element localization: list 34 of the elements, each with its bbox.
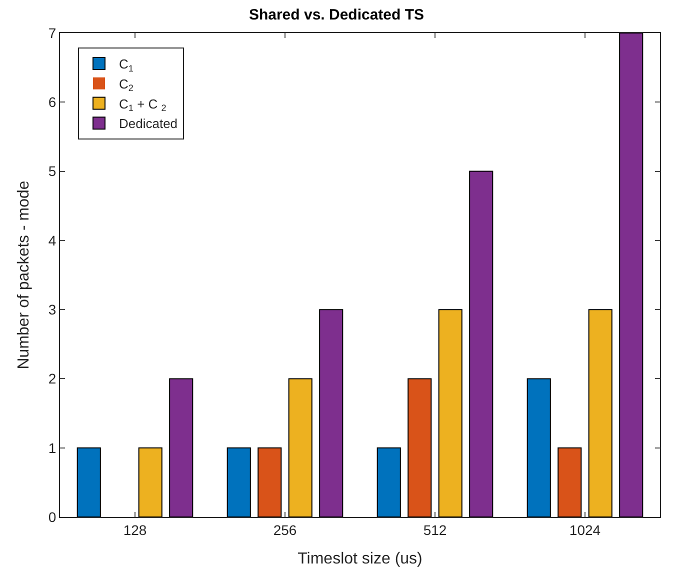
legend-label: C$_{1}$ (119, 56, 134, 74)
bar (438, 309, 462, 517)
bar (376, 447, 401, 517)
bar (619, 33, 644, 517)
y-tick-label: 7 (48, 24, 56, 41)
y-tick-label: 5 (48, 163, 56, 180)
bar (319, 309, 344, 517)
x-tick-label: 128 (123, 522, 147, 538)
bar (226, 447, 251, 517)
bar (526, 378, 551, 517)
bar (76, 447, 101, 517)
bar (288, 378, 312, 517)
bar (408, 378, 432, 517)
y-axis-title: Number of packets - mode (15, 180, 32, 370)
bar (588, 309, 612, 517)
x-tick-label: 1024 (569, 522, 601, 538)
y-tick-label: 4 (48, 232, 56, 248)
bar (258, 447, 282, 517)
bar (469, 170, 494, 517)
legend-label: Dedicated (119, 116, 178, 132)
x-tick-label: 256 (273, 522, 297, 538)
bar (169, 378, 194, 517)
y-tick-label: 0 (48, 508, 56, 525)
legend-label: C$_{1}$ + C $_{2}$ (119, 96, 166, 114)
x-tick-label: 512 (423, 522, 447, 538)
y-tick-label: 2 (48, 370, 56, 387)
x-axis-title: Timeslot size (us) (298, 550, 422, 568)
bar (558, 447, 582, 517)
y-tick-label: 3 (48, 301, 56, 318)
legend-label: C$_{2}$ (119, 76, 134, 94)
y-tick-label: 1 (48, 440, 56, 456)
chart-title: Shared vs. Dedicated TS (248, 6, 424, 24)
bar (138, 447, 162, 517)
y-tick-label: 6 (48, 94, 56, 110)
